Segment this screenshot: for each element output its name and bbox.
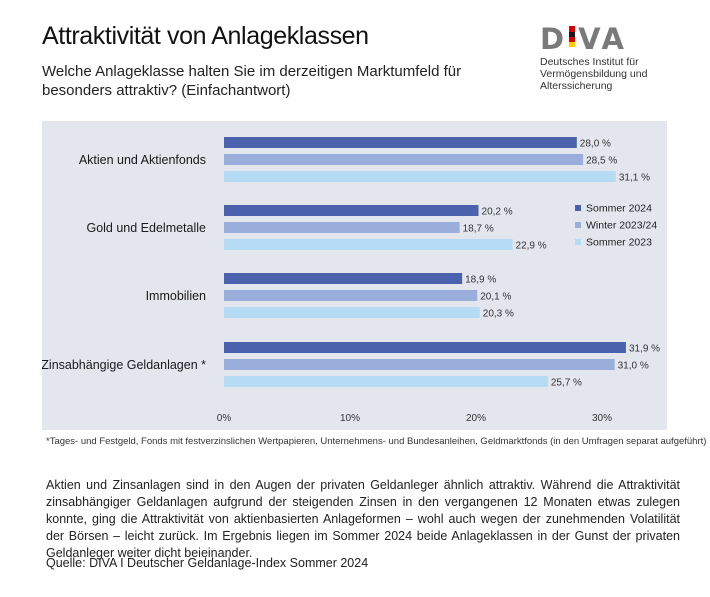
logo-subtitle-line1: Deutsches Institut für xyxy=(540,56,639,68)
data-label: 20,2 % xyxy=(482,207,513,218)
bar-chart: Aktien und Aktienfonds 28,0 % 28,5 %31,1 %… xyxy=(42,137,660,424)
data-label: 18,9 % xyxy=(465,275,496,286)
logo-letter-a: A xyxy=(601,22,625,56)
bar xyxy=(224,342,626,353)
legend-swatch xyxy=(575,222,581,228)
data-label: 31,9 % xyxy=(629,344,660,355)
legend-label: Sommer 2024 xyxy=(586,203,652,215)
x-tick-label: 20% xyxy=(466,413,486,424)
bar xyxy=(224,376,548,387)
chart-question: Welche Anlageklasse halten Sie im derzei… xyxy=(42,63,462,99)
chart-panel: Aktien und Aktienfonds 28,0 % 28,5 % 31,1 %… xyxy=(42,121,667,430)
category-label: Zinsabhängige Geldanlagen * xyxy=(42,358,206,372)
legend-swatch xyxy=(575,205,581,211)
data-label: 25,7 % xyxy=(551,378,582,389)
bar xyxy=(224,290,478,301)
x-tick-label: 10% xyxy=(340,413,360,424)
logo-subtitle-line2: Vermögensbildung und Alterssicherung xyxy=(540,68,648,92)
bar xyxy=(224,359,615,370)
category-label: Immobilien xyxy=(146,289,206,303)
category-label: Aktien und Aktienfonds xyxy=(79,153,206,167)
bar xyxy=(224,222,460,233)
bar xyxy=(224,307,480,318)
source-note: Quelle: DIVA I Deutscher Geldanlage-Inde… xyxy=(46,556,369,570)
legend-swatch xyxy=(575,239,581,245)
body-text: Aktien und Zinsanlagen sind in den Augen… xyxy=(46,478,680,560)
data-label: 18,7 % xyxy=(463,224,494,235)
diva-logo: D V A Deutsches Institut für Vermögensbi… xyxy=(540,24,700,92)
logo-flag-i-icon xyxy=(567,24,576,54)
bar xyxy=(224,273,463,284)
data-label: 31,1 % xyxy=(619,173,650,184)
page-title: Attraktivität von Anlageklassen xyxy=(42,22,369,50)
footnote: *Tages- und Festgeld, Fonds mit festverz… xyxy=(46,436,707,447)
data-label: 28,0 % xyxy=(580,139,611,150)
data-label: 28,5 % xyxy=(586,156,617,167)
logo-subtitle: Deutsches Institut für Vermögensbildung … xyxy=(540,56,700,92)
x-tick-label: 30% xyxy=(592,413,612,424)
bar xyxy=(224,239,513,250)
data-label: 31,0 % xyxy=(618,361,649,372)
logo-wordmark: D V A xyxy=(540,24,700,54)
logo-letter-d: D xyxy=(540,22,566,56)
data-label: 22,9 % xyxy=(516,241,547,252)
bar xyxy=(224,205,479,216)
bar xyxy=(224,171,616,182)
bar xyxy=(224,154,584,165)
x-tick-label: 0% xyxy=(217,413,232,424)
logo-letter-v: V xyxy=(578,22,602,56)
data-label: 20,1 % xyxy=(480,292,511,303)
legend-label: Winter 2023/24 xyxy=(586,220,657,232)
data-label: 20,3 % xyxy=(483,309,514,320)
bar xyxy=(224,137,577,148)
legend-label: Sommer 2023 xyxy=(586,237,652,249)
category-label: Gold und Edelmetalle xyxy=(86,221,206,235)
